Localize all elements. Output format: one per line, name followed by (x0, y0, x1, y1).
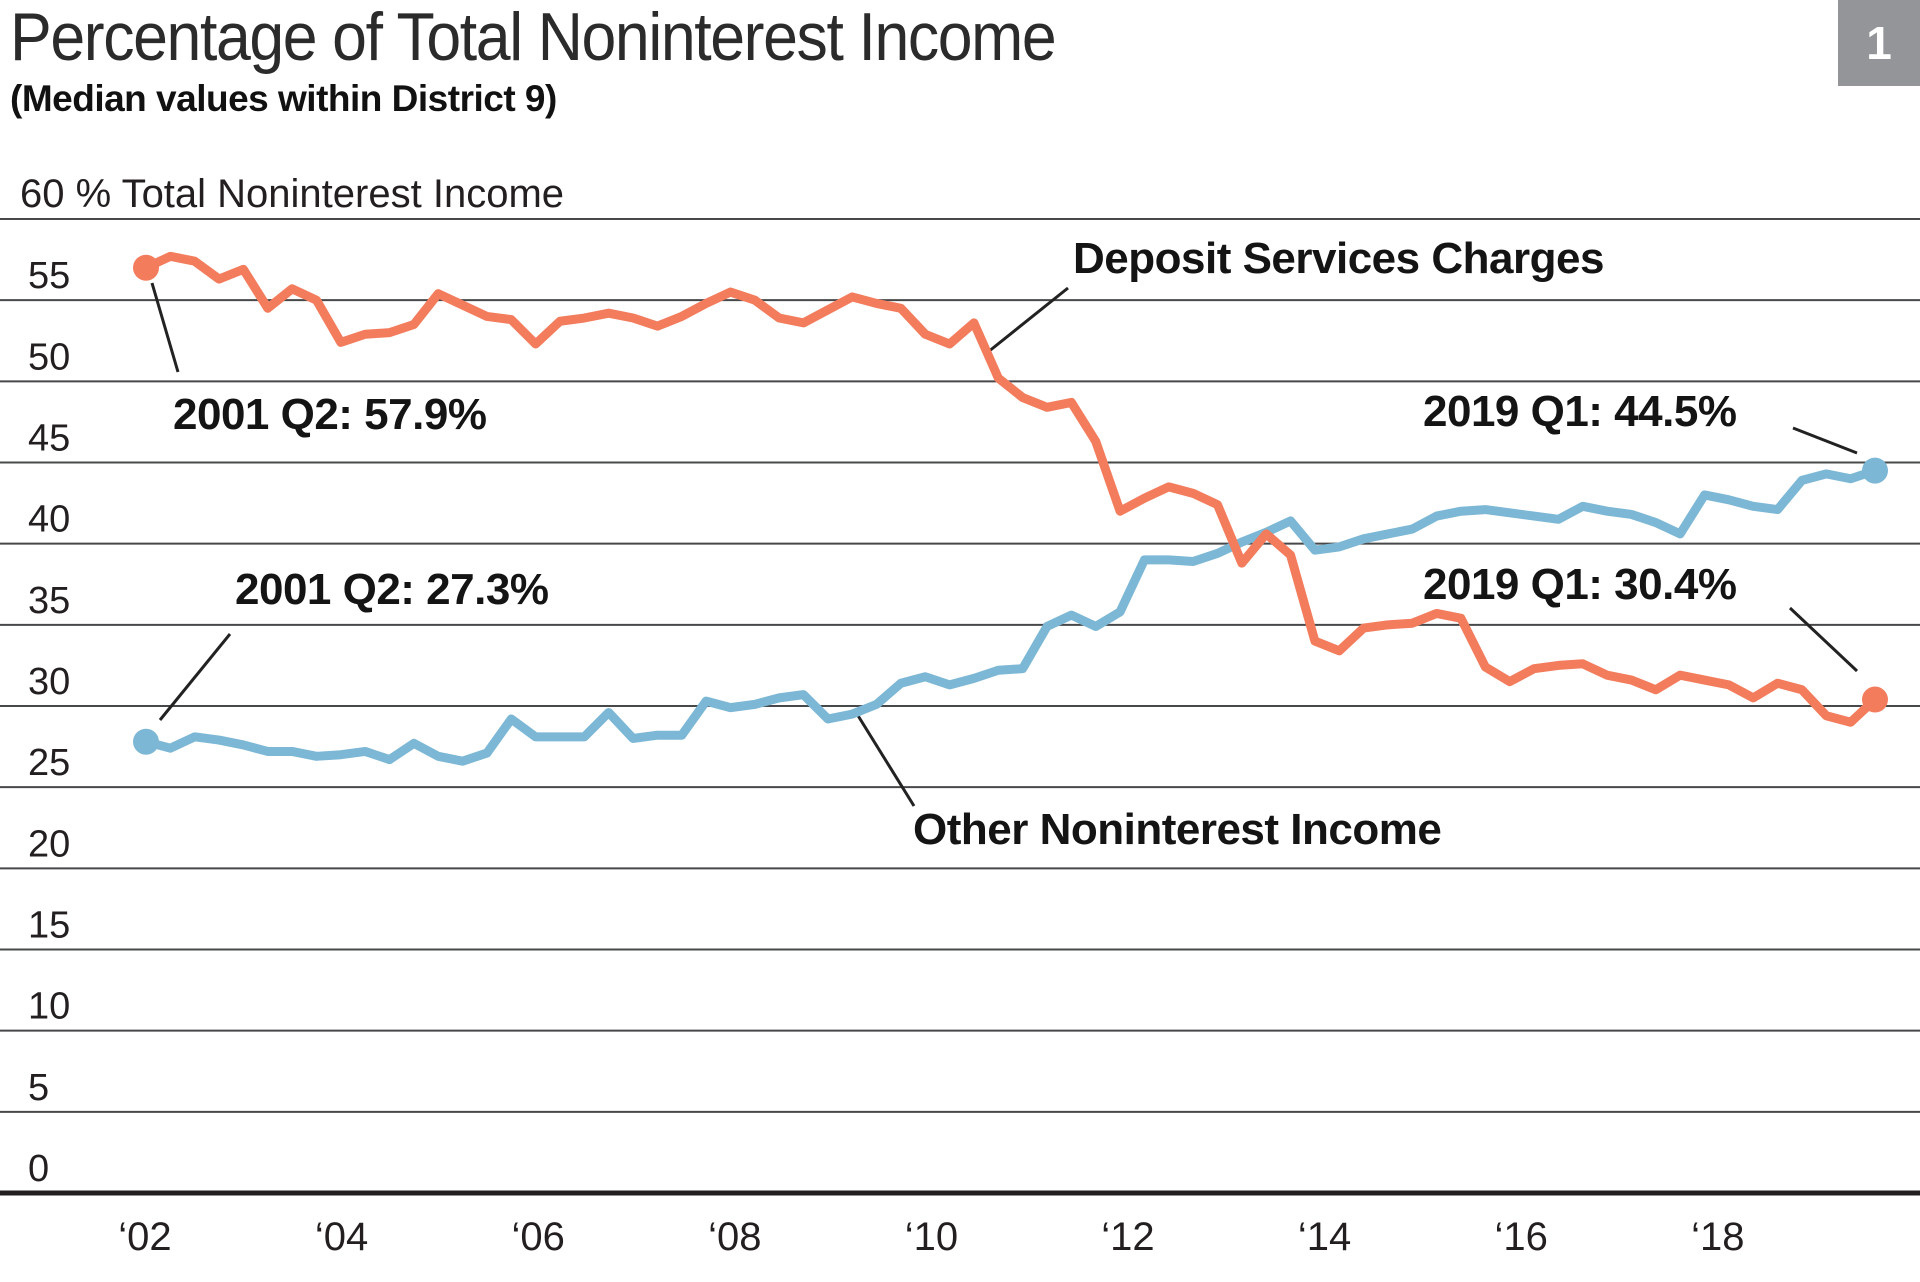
x-tick-label-5: ‘12 (1101, 1215, 1154, 1259)
y-tick-label-55: 55 (28, 255, 70, 297)
y-tick-label-0: 0 (28, 1148, 49, 1190)
x-tick-label-3: ‘08 (708, 1215, 761, 1259)
leader-line-other-end-value (1792, 426, 1858, 455)
leader-line-other-series-label (855, 713, 916, 807)
y-tick-label-50: 50 (28, 336, 70, 378)
series-end-dot-deposit-services-charges (1861, 686, 1888, 713)
x-tick-label-7: ‘16 (1495, 1215, 1548, 1259)
x-tick-label-8: ‘18 (1691, 1215, 1744, 1259)
x-tick-label-2: ‘06 (512, 1215, 565, 1259)
series-line-deposit-services-charges (141, 251, 1880, 727)
y-tick-label-25: 25 (28, 742, 70, 784)
x-tick-label-0: ‘02 (118, 1215, 171, 1259)
series-start-dot-deposit-services-charges (133, 254, 159, 281)
annotation-deposit-series-label: Deposit Services Charges (1073, 234, 1604, 283)
series-line-other-noninterest-income (141, 466, 1880, 766)
y-tick-label-15: 15 (28, 904, 70, 946)
x-tick-label-4: ‘10 (905, 1215, 958, 1259)
annotation-other-end-value: 2019 Q1: 44.5% (1423, 387, 1737, 436)
chart-subtitle: (Median values within District 9) (10, 78, 557, 119)
series-end-dot-other-noninterest-income (1861, 457, 1888, 484)
annotation-deposit-start-value: 2001 Q2: 57.9% (173, 390, 487, 439)
x-tick-label-1: ‘04 (315, 1215, 368, 1259)
y-tick-label-10: 10 (28, 986, 70, 1028)
page-title: Percentage of Total Noninterest Income (10, 0, 1057, 75)
y-tick-label-35: 35 (28, 580, 70, 622)
annotation-other-series-label: Other Noninterest Income (913, 805, 1442, 854)
x-tick-label-6: ‘14 (1298, 1215, 1351, 1259)
leader-line-other-start-value (158, 633, 232, 721)
y-tick-label-30: 30 (28, 661, 70, 703)
figure-number-badge: 1 (1838, 0, 1920, 86)
annotation-deposit-end-value: 2019 Q1: 30.4% (1423, 560, 1737, 609)
leader-line-deposit-series-label (987, 286, 1069, 354)
y-tick-label-5: 5 (28, 1067, 49, 1109)
y-tick-label-40: 40 (28, 499, 70, 541)
annotation-other-start-value: 2001 Q2: 27.3% (235, 565, 549, 614)
y-tick-label-20: 20 (28, 823, 70, 865)
y-tick-label-45: 45 (28, 417, 70, 459)
y-tick-label-60: 60 % Total Noninterest Income (20, 172, 564, 216)
leader-line-deposit-end-value (1788, 606, 1859, 673)
series-start-dot-other-noninterest-income (133, 728, 159, 755)
leader-line-deposit-start-value (150, 282, 180, 373)
